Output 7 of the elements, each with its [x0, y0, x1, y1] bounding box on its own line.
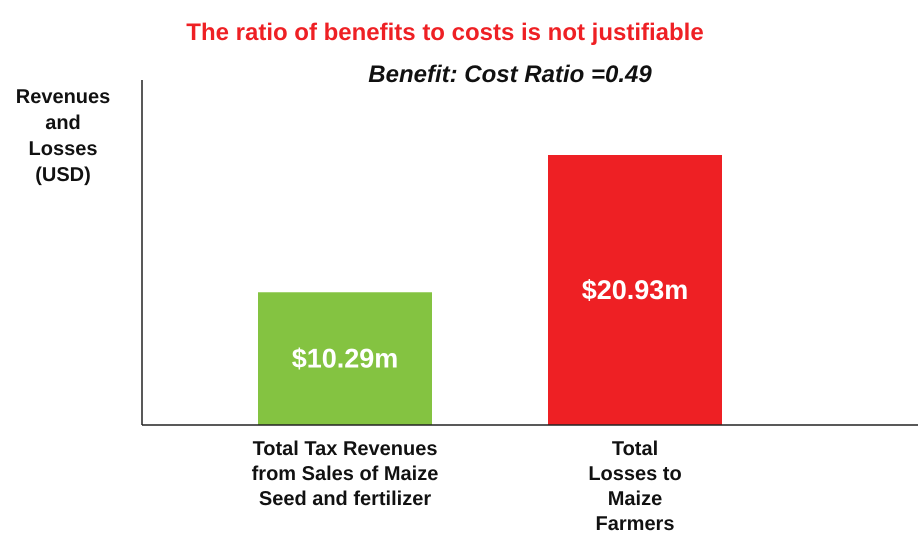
data-label: $10.29m [292, 344, 398, 374]
chart-subtitle: Benefit: Cost Ratio =0.49 [368, 61, 652, 88]
chart-title: The ratio of benefits to costs is not justifiable [186, 19, 704, 46]
x-tick-label: Total Losses to Maize Farmers [588, 438, 682, 535]
y-axis-title: Revenues and Losses (USD) [16, 86, 110, 186]
data-label: $20.93m [582, 275, 688, 305]
x-tick-label: Total Tax Revenues from Sales of Maize Seed and fertilizer [252, 438, 438, 510]
